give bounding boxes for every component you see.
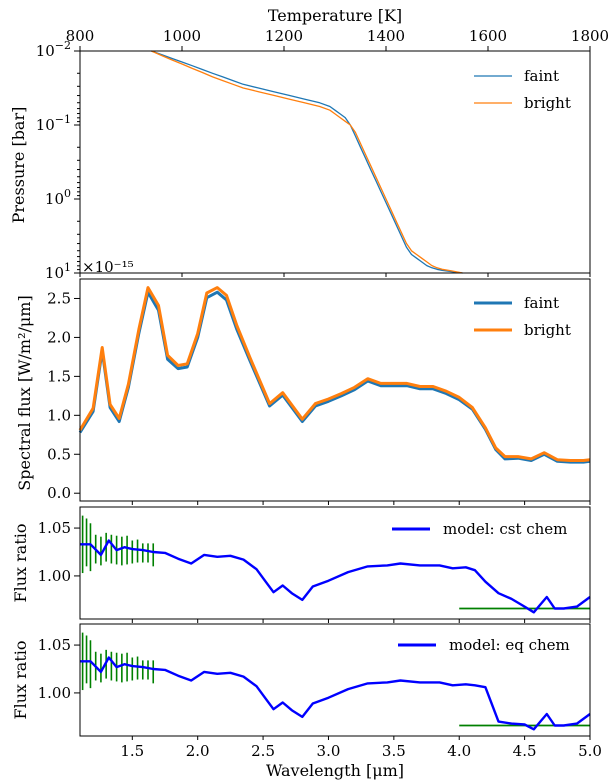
panel1-legend: faint bright xyxy=(474,67,571,112)
top-x-axis-label: Temperature [K] xyxy=(268,6,402,25)
panel3-y-ticks: 1.00 1.05 xyxy=(38,519,80,585)
x-tick-label: 1.5 xyxy=(120,742,144,760)
y-tick-label: 1.00 xyxy=(38,684,71,702)
panel1-plot-area xyxy=(151,50,463,274)
y-tick-label: 0.5 xyxy=(47,445,71,463)
panel3-legend: model: cst chem xyxy=(392,520,567,538)
y-tick-label: 100 xyxy=(45,187,71,208)
panel2-offset-text: ×10⁻¹⁵ xyxy=(82,258,134,276)
panel2-y-axis-label: Spectral flux [W/m²/μm] xyxy=(15,295,34,490)
panel1-y-axis-label: Pressure [bar] xyxy=(9,107,28,224)
y-tick-label: 1.00 xyxy=(38,567,71,585)
series-line-bright xyxy=(78,286,591,462)
panel4-y-ticks: 1.00 1.05 xyxy=(38,636,80,702)
x-tick-label: 1000 xyxy=(163,27,201,45)
x-tick-label: 3.0 xyxy=(317,742,341,760)
y-tick-label: 2.0 xyxy=(47,328,71,346)
x-tick-label: 1800 xyxy=(571,27,608,45)
panel4-plot-area xyxy=(80,632,591,731)
panel1-frame xyxy=(79,50,591,274)
legend-model-label: model: cst chem xyxy=(443,520,567,538)
series-line-bright xyxy=(151,50,463,274)
y-tick-label: 1.05 xyxy=(38,636,71,654)
panel3-y-axis-label: Flux ratio xyxy=(11,524,30,603)
panel3-x-ticks xyxy=(131,619,591,623)
legend-faint-label: faint xyxy=(524,294,559,312)
x-tick-label: 5.0 xyxy=(578,742,602,760)
panel3-plot-area xyxy=(80,515,591,614)
x-tick-label: 3.5 xyxy=(382,742,406,760)
panel2-frame xyxy=(79,278,591,502)
y-tick-label: 1.5 xyxy=(47,367,71,385)
y-tick-label: 2.5 xyxy=(47,289,71,307)
x-tick-label: 4.0 xyxy=(447,742,471,760)
panel4-frame xyxy=(79,623,591,737)
y-tick-label: 10−2 xyxy=(36,39,71,60)
series-line-faint xyxy=(151,50,463,274)
x-tick-label: 2.5 xyxy=(251,742,275,760)
legend-model-label: model: eq chem xyxy=(449,636,570,654)
x-tick-label: 4.5 xyxy=(513,742,537,760)
panel2-plot-area xyxy=(78,286,591,464)
panel1-x-ticks: 800 1000 1200 1400 1600 1800 xyxy=(66,27,608,277)
legend-bright-label: bright xyxy=(524,321,571,339)
y-tick-label: 1.0 xyxy=(47,406,71,424)
x-tick-label: 2.0 xyxy=(186,742,210,760)
model-line xyxy=(80,656,591,731)
y-tick-label: 10−1 xyxy=(36,113,71,134)
panel1-y-ticks: 10−2 10−1 100 101 xyxy=(36,39,80,282)
panel-flux-ratio-cst: Flux ratio 1.00 1.05 model: cst chem xyxy=(11,506,591,623)
panel2-x-ticks xyxy=(131,501,591,505)
panel3-frame xyxy=(79,506,591,620)
panel4-legend: model: eq chem xyxy=(398,636,570,654)
panel4-x-ticks: 1.5 2.0 2.5 3.0 3.5 4.0 4.5 5.0 xyxy=(120,736,602,760)
panel-spectral-flux: Spectral flux [W/m²/μm] ×10⁻¹⁵ 0.0 0.5 1.0… xyxy=(15,258,591,505)
panel2-legend: faint bright xyxy=(474,294,571,339)
legend-bright-label: bright xyxy=(524,94,571,112)
x-tick-label: 1200 xyxy=(265,27,303,45)
panel-flux-ratio-eq: Flux ratio 1.00 1.05 1.5 2.0 2.5 3.0 3.5 4.0 4.… xyxy=(11,623,602,780)
bottom-x-axis-label: Wavelength [μm] xyxy=(266,761,404,780)
y-tick-label: 0.0 xyxy=(47,484,71,502)
panel4-y-axis-label: Flux ratio xyxy=(11,641,30,720)
x-tick-label: 1600 xyxy=(469,27,507,45)
panel-temperature-pressure: Temperature [K] Pressure [bar] 800 1000 12… xyxy=(9,6,608,282)
series-line-faint xyxy=(78,290,591,464)
legend-faint-label: faint xyxy=(524,67,559,85)
model-line xyxy=(80,539,591,614)
x-tick-label: 800 xyxy=(66,27,95,45)
x-tick-label: 1400 xyxy=(367,27,405,45)
y-tick-label: 1.05 xyxy=(38,519,71,537)
y-tick-label: 101 xyxy=(45,261,71,282)
panel2-y-ticks: 0.0 0.5 1.0 1.5 2.0 2.5 xyxy=(47,289,80,502)
